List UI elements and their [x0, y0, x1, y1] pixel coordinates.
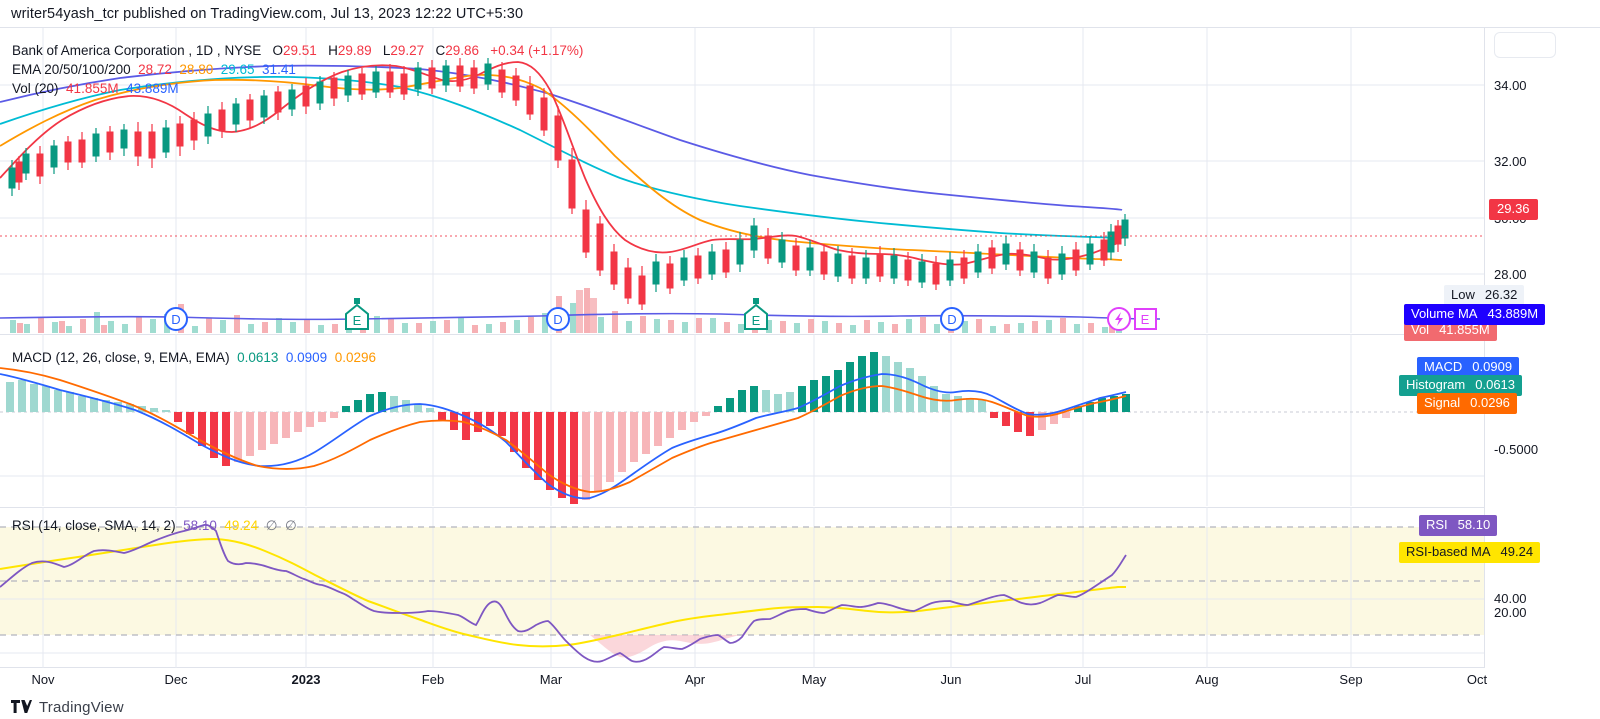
time-label-jul: Jul: [1074, 672, 1092, 687]
signal-tag-value: 0.0296: [1470, 395, 1510, 410]
signal-tag[interactable]: Signal 0.0296: [1417, 393, 1517, 414]
ema50-line: [0, 73, 1123, 261]
rsi-tag-value: 58.10: [1457, 517, 1491, 532]
ema200-line: [0, 64, 1123, 211]
rsi-tag-label: RSI: [1426, 517, 1448, 532]
macd-tick-neg05: -0.5000: [1494, 442, 1539, 457]
macd-tag-value: 0.0909: [1472, 359, 1513, 374]
price-tick-28: 28.00: [1494, 267, 1527, 282]
price-scale-control-box[interactable]: [1494, 32, 1556, 58]
time-label-feb: Feb: [421, 672, 445, 687]
volume-tag-value: 41.855M: [1439, 322, 1490, 337]
price-plot: [0, 28, 1484, 333]
footer: TradingView: [0, 695, 1600, 719]
time-label-dec: Dec: [164, 672, 188, 687]
footer-brand: TradingView: [39, 698, 124, 716]
histogram-tag[interactable]: Histogram 0.0613: [1399, 375, 1523, 396]
macd-tag[interactable]: MACD 0.0909: [1417, 357, 1520, 378]
publisher-bar: writer54yash_tcr published on TradingVie…: [0, 0, 1600, 27]
publisher-text: writer54yash_tcr published on TradingVie…: [11, 5, 524, 22]
period-low-tag[interactable]: Low 26.32: [1444, 285, 1525, 306]
price-scale-separator: [1484, 28, 1485, 669]
volume-tag-label: Vol: [1411, 322, 1430, 337]
macd-pane[interactable]: MACD (12, 26, close, 9, EMA, EMA) 0.0613…: [0, 334, 1484, 506]
rsi-ma-line: [0, 537, 1126, 648]
candlesticks: [8, 58, 1129, 310]
volume-ma-tag-label: Volume MA: [1411, 306, 1478, 321]
time-label-nov: Nov: [31, 672, 55, 687]
last-price-tag[interactable]: 29.36: [1489, 199, 1538, 220]
price-tick-32: 32.00: [1494, 154, 1527, 169]
macd-tag-label: MACD: [1424, 359, 1463, 374]
ema20-line: [0, 61, 1121, 266]
rsi-tick-20: 20.00: [1494, 605, 1527, 620]
histogram-tag-label: Histogram: [1406, 377, 1466, 392]
macd-plot: [0, 334, 1484, 506]
macd-histogram: [6, 352, 1130, 504]
chart-frame: Bank of America Corporation , 1D , NYSE …: [0, 27, 1600, 669]
histogram-tag-value: 0.0613: [1475, 377, 1516, 392]
period-low-label: Low: [1451, 287, 1475, 302]
last-price-value: 29.36: [1497, 201, 1530, 216]
rsi-ma-tag-value: 49.24: [1500, 544, 1534, 559]
time-label-2023: 2023: [291, 672, 321, 687]
time-label-mar: Mar: [539, 672, 563, 687]
volume-tag[interactable]: Vol 41.855M: [1404, 320, 1497, 341]
time-label-oct: Oct: [1466, 672, 1488, 687]
period-low-value: 26.32: [1484, 287, 1518, 302]
rsi-tag[interactable]: RSI 58.10: [1419, 515, 1498, 536]
event-markers-layer: [0, 28, 1484, 333]
time-label-jun: Jun: [940, 672, 962, 687]
rsi-tick-40: 40.00: [1494, 591, 1527, 606]
time-label-sep: Sep: [1339, 672, 1363, 687]
rsi-ma-tag-label: RSI-based MA: [1406, 544, 1491, 559]
pane-separator-1[interactable]: [0, 334, 1600, 335]
volume-ma-tag[interactable]: Volume MA 43.889M: [1404, 304, 1546, 325]
pane-separator-2[interactable]: [0, 507, 1600, 508]
time-label-apr: Apr: [684, 672, 706, 687]
macd-signal-line: [0, 367, 1127, 493]
volume-ma-tag-value: 43.889M: [1487, 306, 1539, 321]
rsi-ma-tag[interactable]: RSI-based MA 49.24: [1399, 542, 1541, 563]
rsi-pane[interactable]: RSI (14, close, SMA, 14, 2) 58.10 49.24 …: [0, 507, 1484, 669]
price-scale-background[interactable]: [1484, 28, 1600, 669]
rsi-oversold-fill: [590, 635, 740, 658]
rsi-line: [0, 523, 1127, 663]
time-label-aug: Aug: [1195, 672, 1219, 687]
price-tick-34: 34.00: [1494, 78, 1527, 93]
signal-tag-label: Signal: [1424, 395, 1461, 410]
time-axis[interactable]: Nov Dec 2023 Feb Mar Apr May Jun Jul Aug…: [0, 668, 1600, 695]
time-label-may: May: [801, 672, 827, 687]
price-pane[interactable]: Bank of America Corporation , 1D , NYSE …: [0, 28, 1484, 333]
tradingview-logo-icon: [11, 700, 32, 713]
rsi-plot: [0, 507, 1484, 669]
